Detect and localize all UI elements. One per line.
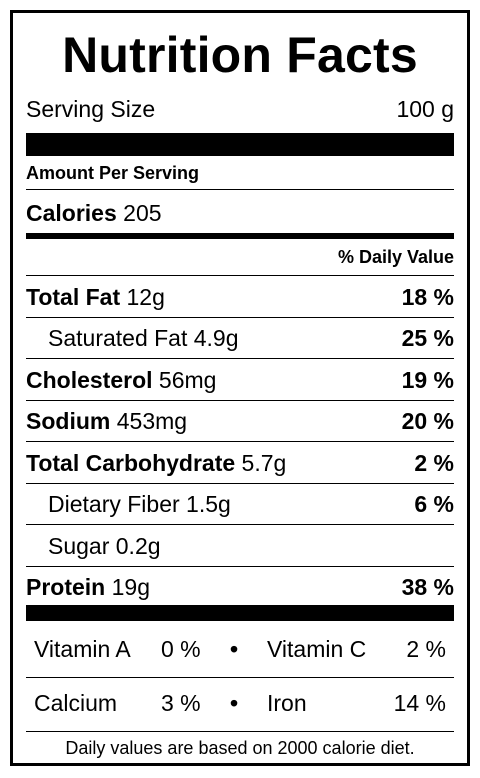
nutrient-row-saturated-fat: Saturated Fat 4.9g 25 % [26,324,454,354]
nutrient-row-sodium: Sodium 453mg 20 % [26,407,454,437]
thick-divider [26,605,454,621]
calories-row: Calories 205 [26,199,454,229]
nutrient-label: Total Fat [26,284,121,310]
divider [26,441,454,442]
nutrient-row-protein: Protein 19g 38 % [26,573,454,603]
nutrient-dv: 6 % [414,491,454,517]
calcium-label: Calcium [34,690,118,716]
iron-value: 14 % [393,690,446,716]
nutrient-amount: 0.2g [115,533,161,559]
vitamin-row-calcium-iron: Calcium 3 % • Iron 14 % [26,689,454,721]
nutrient-amount: 453mg [116,408,188,434]
iron-label: Iron [267,690,307,716]
vitamin-a-label: Vitamin A [34,636,131,662]
divider [26,400,454,401]
nutrient-row-dietary-fiber: Dietary Fiber 1.5g 6 % [26,490,454,520]
nutrient-dv: 2 % [414,450,454,476]
vitamin-c-value: 2 % [406,636,446,662]
vitamin-c-label: Vitamin C [267,636,367,662]
footnote: Daily values are based on 2000 calorie d… [65,738,415,758]
nutrient-row-total-fat: Total Fat 12g 18 % [26,283,454,313]
vitamin-row-a-c: Vitamin A 0 % • Vitamin C 2 % [26,635,454,667]
footnote-row: Daily values are based on 2000 calorie d… [26,737,454,761]
nutrient-row-cholesterol: Cholesterol 56mg 19 % [26,366,454,396]
divider [26,524,454,525]
nutrient-amount: 4.9g [193,325,239,351]
amount-per-serving-row: Amount Per Serving [26,162,454,184]
divider [26,566,454,567]
serving-size-row: Serving Size 100 g [26,95,454,125]
thick-divider [26,133,454,156]
serving-size-value: 100 g [396,96,454,122]
nutrient-dv: 19 % [401,367,454,393]
nutrient-amount: 19g [111,574,150,600]
calories-value: 205 [123,200,162,226]
nutrient-label: Protein [26,574,106,600]
medium-divider [26,233,454,239]
divider [26,731,454,732]
nutrient-label: Cholesterol [26,367,153,393]
nutrient-amount: 56mg [158,367,217,393]
nutrient-label: Sodium [26,408,111,434]
nutrient-label: Dietary Fiber [48,491,180,517]
nutrition-facts-label: Nutrition Facts Serving Size 100 g Amoun… [10,10,470,766]
nutrient-amount: 5.7g [241,450,287,476]
nutrient-label: Saturated Fat [48,325,188,351]
nutrient-dv: 38 % [401,574,454,600]
bullet-separator: • [230,636,239,662]
label-title: Nutrition Facts [62,27,418,83]
calories-label: Calories [26,200,117,226]
nutrient-label: Sugar [48,533,110,559]
serving-size-label: Serving Size [26,96,156,122]
daily-value-header-row: % Daily Value [26,246,454,268]
divider [26,483,454,484]
divider [26,677,454,678]
divider [26,275,454,276]
nutrient-dv: 25 % [401,325,454,351]
amount-per-serving-label: Amount Per Serving [26,163,200,183]
bullet-separator: • [230,690,239,716]
daily-value-header: % Daily Value [337,247,454,267]
nutrient-row-sugar: Sugar 0.2g [26,532,454,562]
nutrient-dv: 18 % [401,284,454,310]
divider [26,317,454,318]
calcium-value: 3 % [161,690,201,716]
vitamin-a-value: 0 % [161,636,201,662]
nutrient-row-total-carbohydrate: Total Carbohydrate 5.7g 2 % [26,449,454,479]
nutrient-amount: 12g [126,284,165,310]
nutrient-label: Total Carbohydrate [26,450,236,476]
divider [26,189,454,190]
nutrient-amount: 1.5g [186,491,231,517]
divider [26,358,454,359]
nutrient-dv: 20 % [401,408,454,434]
